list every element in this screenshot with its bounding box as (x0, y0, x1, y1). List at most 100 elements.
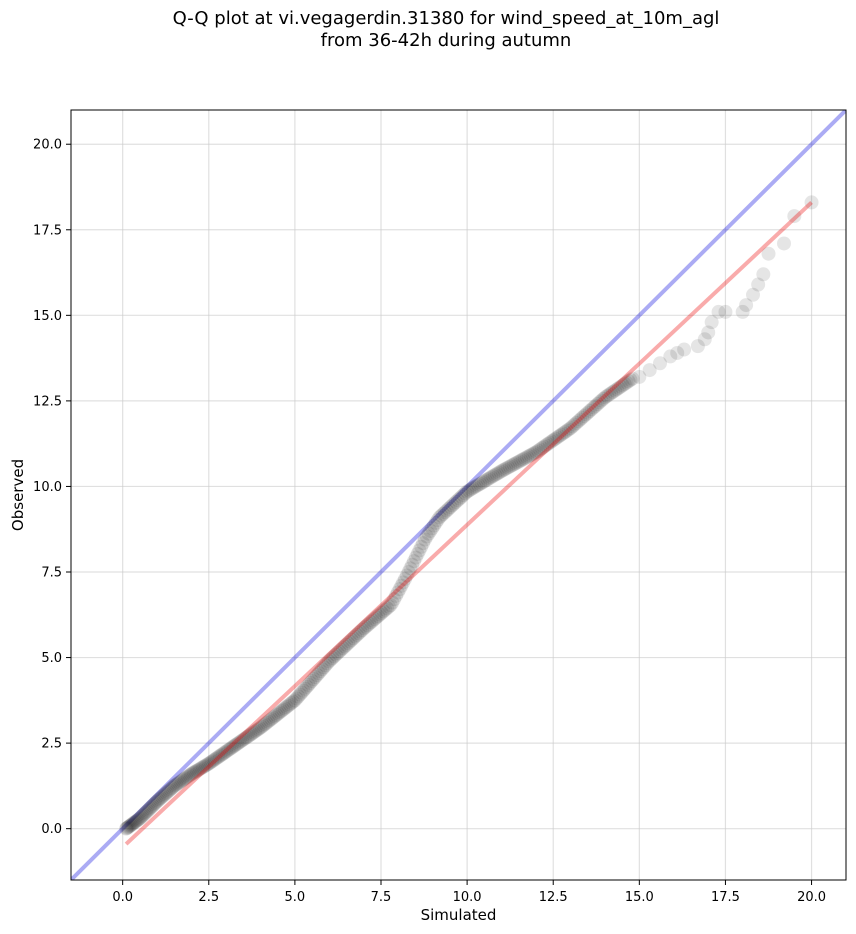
qq-point (533, 442, 548, 457)
qq-point (399, 568, 414, 583)
qq-point (501, 460, 516, 475)
y-tick-label: 2.5 (41, 737, 62, 752)
qq-point (248, 724, 263, 739)
x-tick-label: 12.5 (539, 890, 568, 905)
x-tick-label: 10.0 (453, 890, 482, 905)
qq-point (701, 325, 716, 340)
qq-point (225, 740, 240, 755)
qq-point (421, 526, 436, 541)
qq-point (121, 819, 136, 834)
qq-point (510, 455, 525, 470)
qq-point (186, 765, 201, 780)
qq-point (739, 298, 754, 313)
qq-point (443, 500, 458, 515)
qq-point (499, 461, 514, 476)
qq-point (590, 397, 605, 412)
qq-point (294, 685, 309, 700)
qq-point (289, 691, 304, 706)
qq-point (252, 721, 267, 736)
qq-point (557, 425, 572, 440)
qq-point (450, 493, 465, 508)
qq-point (469, 479, 484, 494)
qq-point (328, 647, 343, 662)
qq-point (476, 474, 491, 489)
qq-point (690, 339, 705, 354)
qq-point (261, 714, 276, 729)
qq-point (142, 801, 157, 816)
plot-frame (70, 109, 847, 881)
qq-point (160, 784, 175, 799)
qq-point (212, 748, 227, 763)
qq-point (559, 423, 574, 438)
qq-point (198, 758, 213, 773)
qq-point (405, 557, 420, 572)
identity-line (71, 110, 846, 880)
qq-point (602, 387, 617, 402)
qq-point (493, 464, 508, 479)
qq-point (604, 386, 619, 401)
qq-point (231, 735, 246, 750)
qq-point (236, 732, 251, 747)
qq-point (136, 807, 151, 822)
qq-point (272, 705, 287, 720)
qq-point (303, 675, 318, 690)
qq-point (611, 380, 626, 395)
qq-point (126, 815, 141, 830)
qq-point (761, 246, 776, 261)
qq-point (144, 800, 159, 815)
qq-point (380, 601, 395, 616)
y-tick-label: 10.0 (33, 480, 62, 495)
qq-point (544, 434, 559, 449)
qq-point (567, 417, 582, 432)
qq-point (128, 814, 143, 829)
qq-point (529, 444, 544, 459)
qq-point (497, 462, 512, 477)
qq-point (555, 426, 570, 441)
qq-point (284, 696, 299, 711)
qq-point (175, 773, 190, 788)
qq-point (298, 681, 313, 696)
qq-point (598, 390, 613, 405)
qq-point (177, 771, 192, 786)
qq-point (137, 806, 152, 821)
qq-point (183, 767, 198, 782)
qq-point (463, 482, 478, 497)
qq-point (575, 410, 590, 425)
qq-point (436, 506, 451, 521)
qq-point (264, 711, 279, 726)
qq-point (129, 814, 144, 829)
qq-point (124, 817, 139, 832)
x-tick-label: 17.5 (711, 890, 740, 905)
qq-point (159, 786, 174, 801)
qq-point (339, 637, 354, 652)
qq-point (291, 689, 306, 704)
qq-point (460, 484, 475, 499)
qq-point (239, 730, 254, 745)
x-axis-label: Simulated (421, 906, 497, 924)
qq-point (441, 501, 456, 516)
qq-point (156, 788, 171, 803)
qq-point (491, 465, 506, 480)
qq-point (269, 708, 284, 723)
qq-point (632, 369, 647, 384)
qq-point (550, 430, 565, 445)
qq-point (286, 694, 301, 709)
qq-point (474, 475, 489, 490)
qq-point (365, 613, 380, 628)
qq-point (403, 561, 418, 576)
y-tick-label: 5.0 (41, 651, 62, 666)
qq-point (262, 713, 277, 728)
qq-point (228, 737, 243, 752)
qq-point (787, 209, 802, 224)
qq-point (119, 821, 134, 836)
qq-point (355, 622, 370, 637)
qq-point (397, 572, 412, 587)
qq-point (292, 687, 307, 702)
qq-point (577, 409, 592, 424)
qq-point (194, 761, 209, 776)
qq-point (417, 532, 432, 547)
qq-point (536, 439, 551, 454)
x-tick-label: 20.0 (797, 890, 826, 905)
